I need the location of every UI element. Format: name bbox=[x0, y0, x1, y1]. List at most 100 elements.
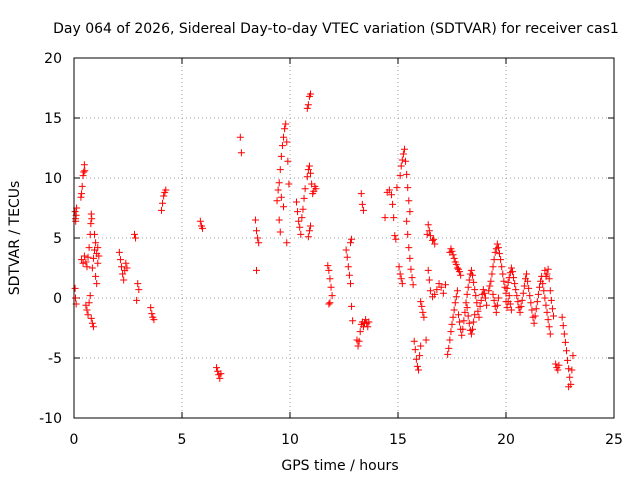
data-point bbox=[356, 328, 364, 336]
data-point bbox=[236, 133, 244, 141]
data-point bbox=[86, 292, 94, 300]
data-point bbox=[471, 286, 479, 294]
data-point bbox=[535, 283, 543, 291]
data-point bbox=[82, 258, 90, 266]
data-point bbox=[426, 232, 434, 240]
data-point bbox=[405, 197, 413, 205]
data-point bbox=[294, 208, 302, 216]
data-point bbox=[402, 157, 410, 165]
data-point bbox=[546, 287, 554, 295]
data-point bbox=[157, 206, 165, 214]
data-point bbox=[87, 220, 95, 228]
data-point bbox=[419, 308, 427, 316]
data-point bbox=[523, 270, 531, 278]
data-point bbox=[475, 313, 483, 321]
data-point bbox=[78, 256, 86, 264]
data-point bbox=[467, 330, 475, 338]
data-point bbox=[410, 337, 418, 345]
data-point bbox=[298, 214, 306, 222]
data-point bbox=[548, 305, 556, 313]
data-point bbox=[477, 296, 485, 304]
data-point bbox=[81, 167, 89, 175]
points-layer bbox=[71, 90, 577, 391]
data-point bbox=[385, 186, 393, 194]
data-point bbox=[213, 364, 221, 372]
data-point bbox=[292, 198, 300, 206]
data-point bbox=[430, 235, 438, 243]
data-point bbox=[393, 184, 401, 192]
data-point bbox=[398, 156, 406, 164]
data-point bbox=[528, 306, 536, 314]
data-point bbox=[396, 270, 404, 278]
data-point bbox=[513, 292, 521, 300]
data-point bbox=[277, 193, 285, 201]
data-point bbox=[80, 168, 88, 176]
data-point bbox=[358, 200, 366, 208]
data-point bbox=[448, 320, 456, 328]
data-point bbox=[284, 157, 292, 165]
y-tick-label: 20 bbox=[44, 51, 62, 67]
data-point bbox=[254, 234, 262, 242]
data-point bbox=[87, 314, 95, 322]
data-point bbox=[424, 221, 432, 229]
data-point bbox=[417, 298, 425, 306]
data-point bbox=[300, 194, 308, 202]
data-point bbox=[493, 301, 501, 309]
data-point bbox=[550, 312, 558, 320]
data-point bbox=[566, 373, 574, 381]
data-point bbox=[520, 282, 528, 290]
tick-layer: 0 5 10 15 20 25 -10 -5 0 5 10 15 20 bbox=[39, 51, 623, 448]
data-point bbox=[253, 266, 261, 274]
data-point bbox=[275, 179, 283, 187]
data-point bbox=[506, 300, 514, 308]
data-point bbox=[88, 264, 96, 272]
data-point bbox=[325, 266, 333, 274]
data-point bbox=[503, 304, 511, 312]
data-point bbox=[490, 256, 498, 264]
data-point bbox=[406, 208, 414, 216]
data-point bbox=[504, 278, 512, 286]
data-point bbox=[561, 338, 569, 346]
data-point bbox=[399, 150, 407, 158]
data-point bbox=[489, 290, 497, 298]
data-point bbox=[503, 284, 511, 292]
data-point bbox=[491, 248, 499, 256]
data-point bbox=[255, 239, 263, 247]
data-point bbox=[89, 323, 97, 331]
data-point bbox=[307, 90, 315, 98]
data-point bbox=[431, 290, 439, 298]
data-point bbox=[403, 217, 411, 225]
data-point bbox=[381, 214, 389, 222]
data-point bbox=[119, 270, 127, 278]
data-point bbox=[92, 272, 100, 280]
data-point bbox=[71, 284, 79, 292]
data-point bbox=[483, 301, 491, 309]
data-point bbox=[88, 215, 96, 223]
data-point bbox=[95, 252, 103, 260]
data-point bbox=[541, 266, 549, 274]
data-point bbox=[283, 138, 291, 146]
data-point bbox=[451, 299, 459, 307]
data-point bbox=[452, 293, 460, 301]
x-tick-label: 25 bbox=[605, 432, 623, 448]
data-point bbox=[517, 302, 525, 310]
data-point bbox=[305, 162, 313, 170]
data-point bbox=[116, 256, 124, 264]
data-point bbox=[359, 206, 367, 214]
data-point bbox=[456, 268, 464, 276]
x-tick-label: 0 bbox=[70, 432, 79, 448]
data-point bbox=[305, 227, 313, 235]
data-point bbox=[77, 193, 85, 201]
chart-title: Day 064 of 2026, Sidereal Day-to-day VTE… bbox=[53, 21, 619, 37]
data-point bbox=[480, 289, 488, 297]
data-point bbox=[199, 224, 207, 232]
data-point bbox=[94, 244, 102, 252]
data-point bbox=[568, 366, 576, 374]
data-point bbox=[301, 185, 309, 193]
data-point bbox=[453, 287, 461, 295]
x-tick-label: 20 bbox=[497, 432, 515, 448]
data-point bbox=[469, 271, 477, 279]
data-point bbox=[160, 192, 168, 200]
data-point bbox=[217, 370, 225, 378]
data-point bbox=[463, 290, 471, 298]
